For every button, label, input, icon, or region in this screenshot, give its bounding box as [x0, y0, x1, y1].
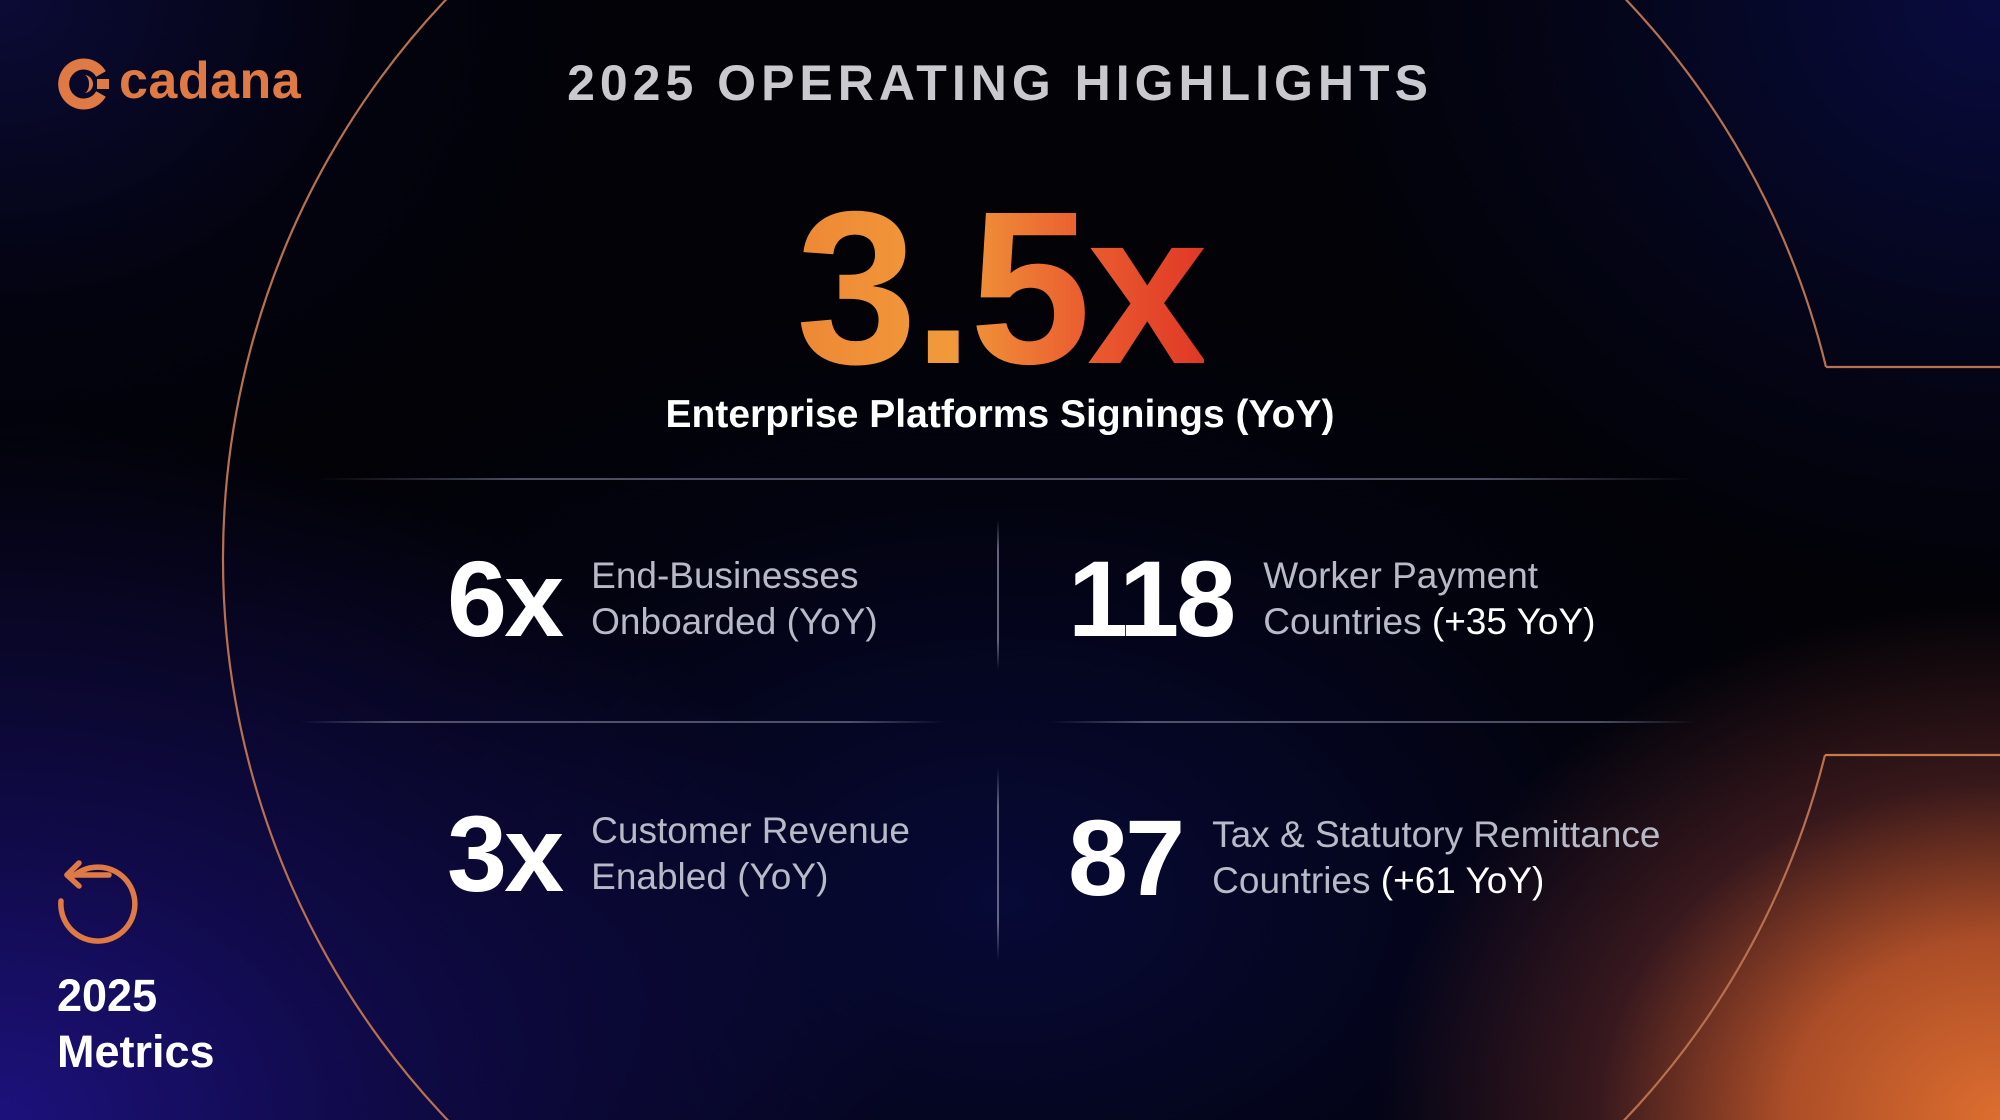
hero-metric-value: 3.5x [0, 180, 2000, 398]
metric-label: Tax & Statutory Remittance Countries (+6… [1182, 812, 1660, 904]
hero-metric-label: Enterprise Platforms Signings (YoY) [665, 393, 1335, 436]
metric-label-line1: Tax & Statutory Remittance [1212, 814, 1661, 855]
hero-value-text: 3.5x [795, 167, 1208, 410]
page-title: 2025 OPERATING HIGHLIGHTS [567, 55, 1433, 111]
metric-value: 87 [1068, 797, 1185, 918]
metric-label-line1: Customer Revenue [591, 810, 910, 851]
divider-vertical-top [997, 520, 999, 670]
section-badge-text: 2025 Metrics [57, 968, 215, 1080]
cadana-logo-icon [58, 58, 109, 110]
metric-label-line1: End-Businesses [591, 555, 859, 596]
metric-worker-payment-countries: 118 Worker Payment Countries (+35 YoY) [1068, 545, 1595, 653]
metric-label-line2: Countries (+61 YoY) [1212, 860, 1545, 901]
metric-yoy-highlight: (+61 YoY) [1380, 860, 1545, 901]
metric-value: 6x [447, 538, 564, 659]
separator-top [315, 478, 1695, 480]
divider-vertical-bottom [997, 768, 999, 960]
metric-value: 3x [447, 793, 564, 914]
brand-name: cadana [119, 52, 302, 110]
metric-yoy-highlight: (+35 YoY) [1431, 601, 1596, 642]
section-badge [57, 855, 147, 956]
metric-tax-remittance-countries: 87 Tax & Statutory Remittance Countries … [1068, 804, 1660, 912]
metric-label-line1: Worker Payment [1263, 555, 1539, 596]
section-badge-year: 2025 [57, 970, 158, 1021]
section-badge-label: Metrics [57, 1026, 215, 1077]
separator-middle-left [300, 721, 945, 723]
refresh-icon [58, 860, 138, 944]
metric-customer-revenue: 3x Customer Revenue Enabled (YoY) [447, 800, 910, 908]
metric-value: 118 [1068, 538, 1236, 659]
brand-logo: cadana [57, 52, 302, 110]
metric-end-businesses: 6x End-Businesses Onboarded (YoY) [447, 545, 878, 653]
metric-label: Customer Revenue Enabled (YoY) [591, 808, 910, 900]
metric-label-line2: Onboarded (YoY) [591, 601, 878, 642]
metric-label-line2: Countries (+35 YoY) [1263, 601, 1596, 642]
separator-middle-right [1050, 721, 1695, 723]
metric-label: End-Businesses Onboarded (YoY) [591, 553, 878, 645]
metric-label: Worker Payment Countries (+35 YoY) [1263, 553, 1595, 645]
metric-label-line2: Enabled (YoY) [591, 856, 829, 897]
circle-arc [221, 0, 1828, 1120]
